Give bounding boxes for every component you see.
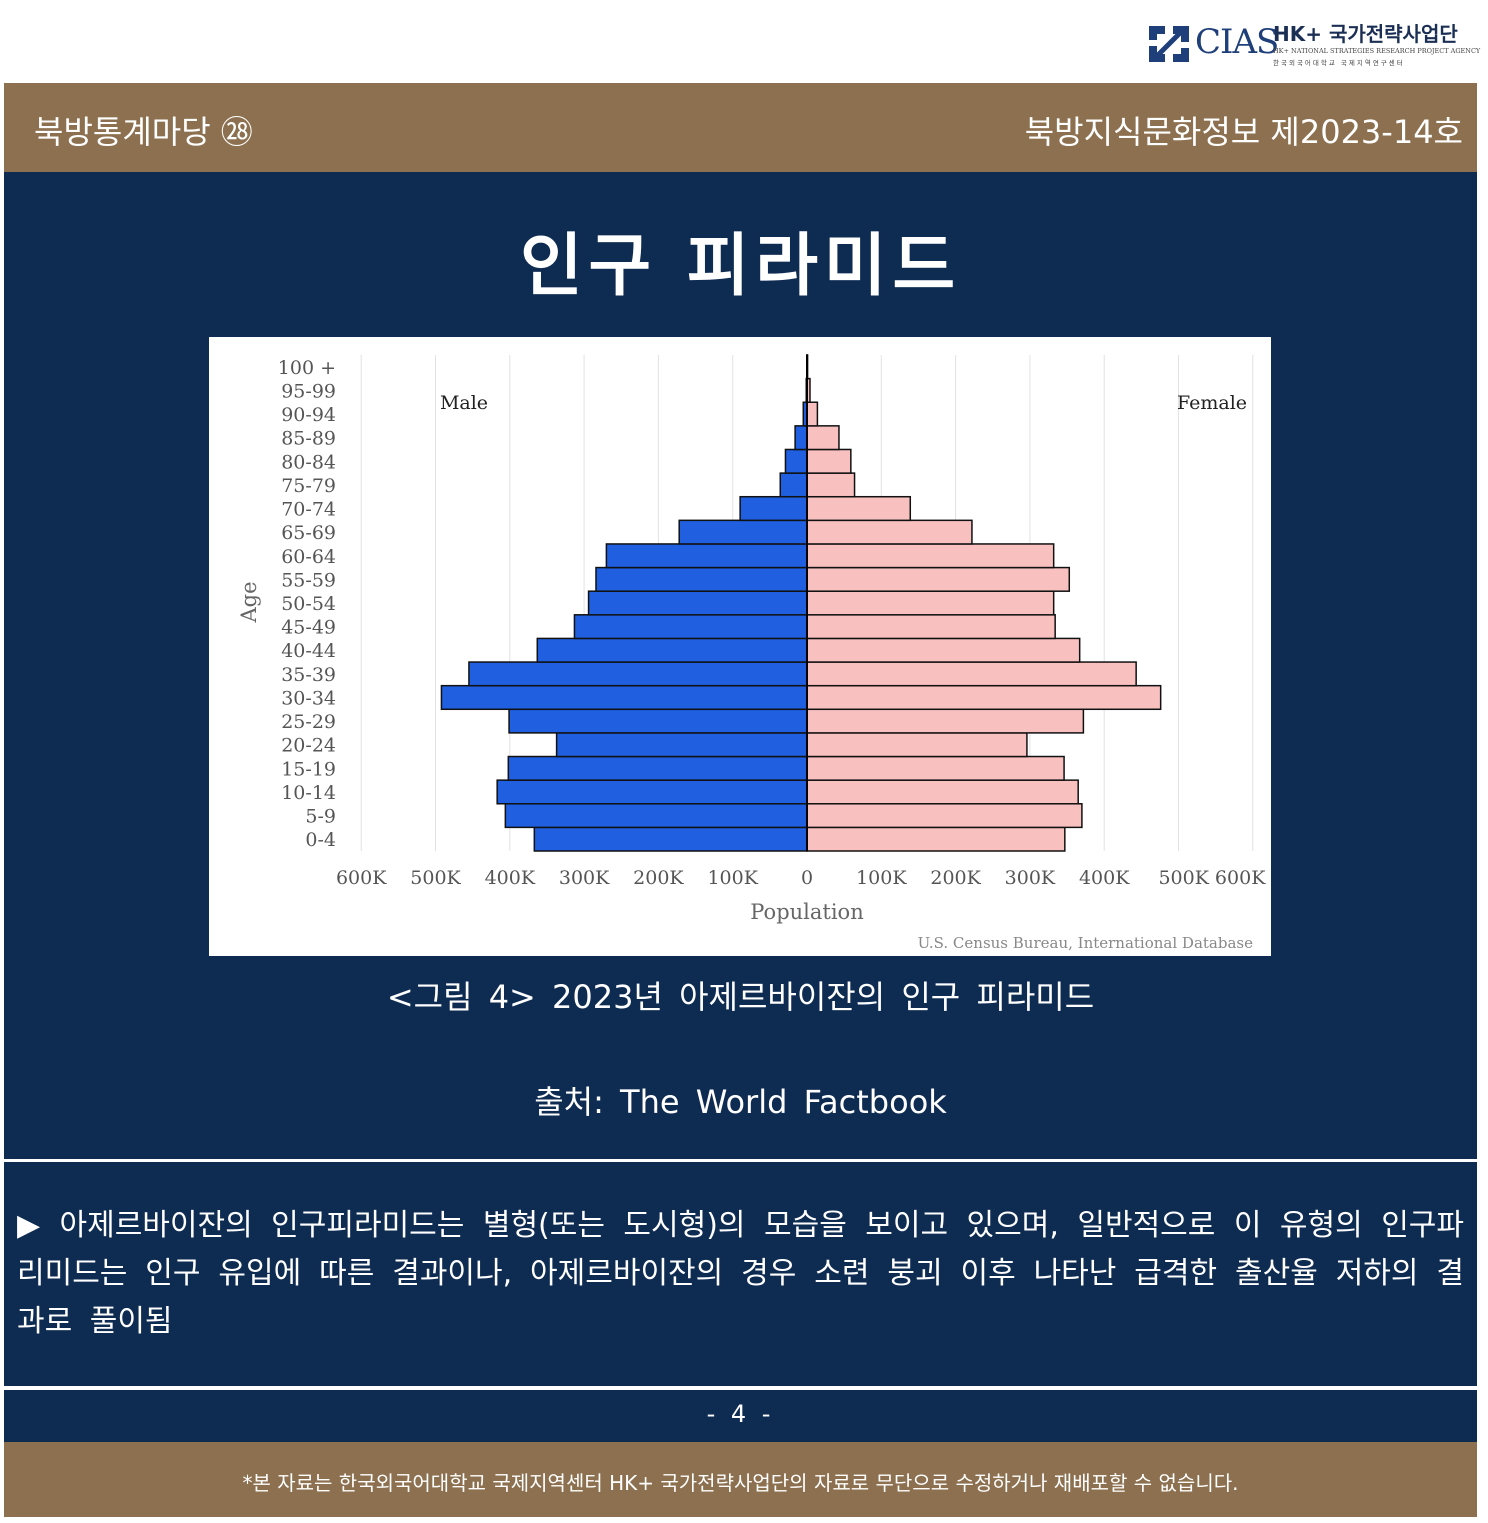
bar-male-20-24	[555, 732, 808, 758]
x-tick-label: 100K	[707, 867, 758, 889]
x-tick-label: 200K	[633, 867, 684, 889]
bar-female-20-24	[806, 732, 1028, 758]
y-tick-label: 85-89	[281, 428, 336, 450]
logo: CIAS HK+ 국가전략사업단 HK+ NATIONAL STRATEGIES…	[1145, 18, 1480, 70]
chart-credit: U.S. Census Bureau, International Databa…	[918, 934, 1253, 952]
bar-male-15-19	[507, 755, 808, 781]
y-tick-label: 50-54	[281, 593, 336, 615]
y-tick-label: 95-99	[281, 380, 336, 402]
bar-female-35-39	[806, 661, 1137, 687]
bar-female-65-69	[806, 519, 973, 545]
figure-caption: <그림 4> 2023년 아제르바이잔의 인구 피라미드	[386, 978, 1095, 1016]
x-tick-label: 400K	[485, 867, 536, 889]
logo-subtitle-ko: 한국외국어대학교 국제지역연구센터	[1273, 59, 1405, 67]
chart-bars	[440, 354, 1162, 852]
logo-title: HK+ 국가전략사업단	[1273, 22, 1458, 46]
y-tick-label: 40-44	[281, 640, 336, 662]
issue-number: 북방지식문화정보 제2023-14호	[1024, 113, 1463, 151]
bar-male-80-84	[784, 448, 808, 474]
summary-text: ▶ 아제르바이잔의 인구피라미드는 별형(또는 도시형)의 모습을 보이고 있으…	[17, 1208, 1464, 1339]
y-tick-label: 80-84	[281, 451, 336, 473]
y-tick-label: 100 +	[278, 357, 336, 379]
bar-male-85-89	[794, 425, 808, 451]
x-tick-label: 300K	[559, 867, 610, 889]
y-tick-label: 15-19	[281, 758, 336, 780]
y-tick-label: 10-14	[281, 782, 336, 804]
population-pyramid-chart: 0-45-910-1415-1920-2425-2930-3435-3940-4…	[237, 354, 1266, 952]
bar-female-75-79	[806, 472, 856, 498]
y-tick-label: 55-59	[281, 569, 336, 591]
bar-male-0-4	[533, 826, 808, 852]
y-tick-label: 90-94	[281, 404, 336, 426]
y-tick-label: 20-24	[281, 735, 336, 757]
x-tick-label: 0	[801, 867, 813, 889]
x-tick-labels: 600K 500K 400K 300K 200K 100K 0 100K 200K 300K 400…	[336, 867, 1266, 889]
logo-subtitle-en: HK+ NATIONAL STRATEGIES RESEARCH PROJECT…	[1273, 47, 1481, 55]
bar-female-5-9	[806, 803, 1083, 829]
page-number: - 4 -	[706, 1400, 775, 1428]
y-tick-label: 65-69	[281, 522, 336, 544]
figure-panel: 인구 피라미드 0-4 5-9 10-14 15-19 20-24 25-29 30-34 3…	[4, 172, 1477, 1159]
bar-female-90-94	[806, 401, 819, 427]
y-tick-label: 0-4	[305, 829, 336, 851]
x-tick-label: 500K 600K	[1158, 867, 1266, 889]
logo-brand: CIAS	[1195, 22, 1279, 62]
bar-male-40-44	[536, 637, 808, 663]
bar-male-10-14	[496, 779, 808, 805]
bar-male-25-29	[508, 708, 808, 734]
chart-container: 0-4 5-9 10-14 15-19 20-24 25-29 30-34 35-39 40-4…	[209, 337, 1271, 956]
x-tick-label: 500K	[410, 867, 461, 889]
figure-source: 출처: The World Factbook	[534, 1083, 947, 1121]
bar-female-60-64	[806, 543, 1055, 569]
summary-panel: ▶ 아제르바이잔의 인구피라미드는 별형(또는 도시형)의 모습을 보이고 있으…	[4, 1162, 1477, 1386]
bar-female-40-44	[806, 637, 1081, 663]
bar-female-45-49	[806, 614, 1056, 640]
bar-male-55-59	[595, 566, 808, 592]
y-tick-label: 25-29	[281, 711, 336, 733]
legend-male: Male	[440, 392, 488, 414]
series-title: 북방통계마당 ㉘	[34, 113, 253, 151]
bar-male-5-9	[504, 803, 808, 829]
y-tick-label: 30-34	[281, 687, 336, 709]
x-tick-label: 300K	[1005, 867, 1056, 889]
bar-male-50-54	[587, 590, 808, 616]
y-tick-labels: 0-45-910-1415-1920-2425-2930-3435-3940-4…	[278, 357, 336, 851]
page-title: 인구 피라미드	[519, 227, 962, 306]
x-axis-label: Population	[750, 900, 863, 924]
x-tick-label: 100K	[856, 867, 907, 889]
y-tick-label: 5-9	[305, 806, 336, 828]
bar-male-70-74	[739, 495, 808, 522]
bar-female-55-59	[806, 566, 1071, 592]
bar-female-0-4	[806, 826, 1066, 852]
cias-logo-icon	[1149, 26, 1189, 62]
y-tick-label: 70-74	[281, 499, 336, 521]
page-number-bar: - 4 -	[4, 1390, 1477, 1442]
legend-female: Female	[1177, 392, 1247, 414]
footer-note: *본 자료는 한국외국어대학교 국제지역센터 HK+ 국가전략사업단의 자료로 …	[242, 1471, 1239, 1495]
bar-female-80-84	[806, 448, 852, 474]
bar-female-10-14	[806, 779, 1079, 805]
bar-male-45-49	[573, 614, 808, 640]
bar-male-75-79	[779, 472, 808, 498]
footer-bar: *본 자료는 한국외국어대학교 국제지역센터 HK+ 국가전략사업단의 자료로 …	[4, 1442, 1477, 1517]
x-tick-label: 600K	[336, 867, 387, 889]
bar-female-85-89	[806, 425, 840, 451]
bar-male-30-34	[440, 684, 808, 711]
bar-female-25-29	[806, 708, 1085, 734]
y-axis-label: Age	[237, 581, 261, 623]
bar-female-50-54	[806, 590, 1055, 616]
bar-male-65-69	[678, 519, 808, 545]
bar-female-70-74	[806, 495, 912, 522]
bar-male-35-39	[468, 661, 808, 687]
bar-female-15-19	[806, 755, 1065, 781]
y-tick-label: 75-79	[281, 475, 336, 497]
y-tick-label: 60-64	[281, 546, 336, 568]
bar-male-60-64	[605, 543, 808, 569]
header-bar: 북방통계마당 ㉘ 북방지식문화정보 제2023-14호	[4, 83, 1477, 172]
y-tick-label: 45-49	[281, 617, 336, 639]
y-tick-label: 35-39	[281, 664, 336, 686]
x-tick-label: 400K	[1079, 867, 1130, 889]
x-tick-label: 200K	[930, 867, 981, 889]
bar-female-30-34	[806, 684, 1162, 711]
